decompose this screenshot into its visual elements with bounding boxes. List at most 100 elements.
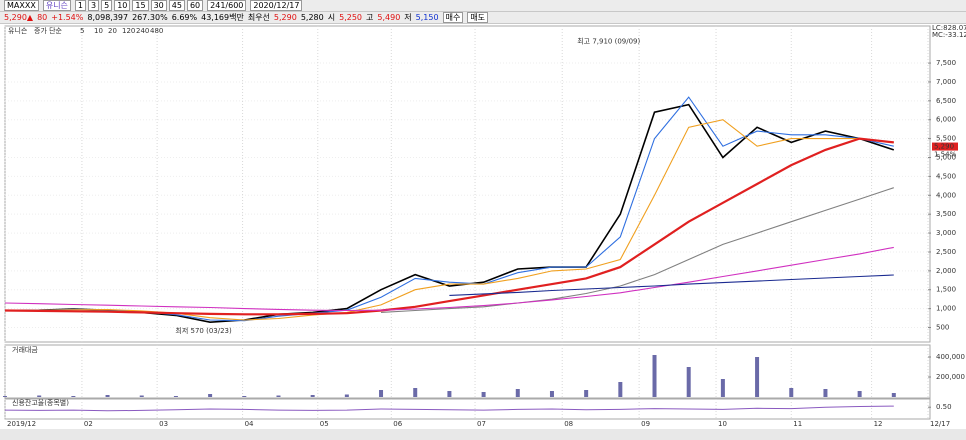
quote-field: 267.30% (132, 13, 168, 22)
period-button[interactable]: 30 (150, 0, 167, 11)
y-tick-label: 4,000 (936, 191, 956, 199)
legend-entry: 240 (136, 27, 149, 35)
period-button[interactable]: 60 (186, 0, 204, 11)
volume-bar (584, 390, 589, 397)
quote-field: 8,098,397 (87, 13, 129, 22)
quote-field: 5,490 (377, 13, 401, 22)
stock-code[interactable]: MAXXX (4, 0, 39, 11)
period-button[interactable]: 45 (168, 0, 185, 11)
volume-bar (447, 391, 452, 397)
quote-field: 6.69% (171, 13, 198, 22)
legend-entry: 120 (122, 27, 135, 35)
x-tick-label: 06 (393, 420, 402, 428)
volume-bar (823, 389, 828, 397)
y-tick-label: 200,000 (936, 373, 965, 381)
order-button[interactable]: 매도 (467, 12, 489, 23)
quote-field: 5,280 (300, 13, 324, 22)
y-tick-label: 3,000 (936, 229, 956, 237)
indicator: LC:828.07 (932, 24, 966, 32)
y-tick-label: 5,500 (936, 135, 956, 143)
credit-line (4, 405, 894, 412)
y-tick-label: 6,000 (936, 116, 956, 124)
volume-bar (755, 357, 760, 397)
period-button[interactable]: 10 (114, 0, 131, 11)
volume-bar (3, 396, 7, 397)
ma-line (4, 246, 894, 312)
x-tick-label: 2019/12 (7, 420, 36, 428)
last-price-box (932, 142, 958, 151)
x-tick-label: 05 (320, 420, 329, 428)
volume-bar (37, 395, 42, 397)
legend-entry: 10 (94, 27, 103, 35)
scrollbar[interactable] (0, 429, 966, 440)
x-tick-label: 09 (641, 420, 650, 428)
legend-title: 유니슨 (8, 26, 28, 35)
x-tick-label: 10 (718, 420, 727, 428)
volume-bar (242, 396, 247, 397)
annotation: 최고 7,910 (09/09) (577, 37, 640, 46)
data-count[interactable]: 241/600 (207, 0, 247, 11)
x-tick-label: 07 (477, 420, 486, 428)
quote-bar: 5,290▲ 80 +1.54% 8,098,397 267.30% 6.69% 43,16… (0, 12, 966, 24)
panel-title: 거래대금 (12, 345, 38, 354)
volume-bar (515, 389, 520, 397)
quote-field: 5,150 (415, 13, 439, 22)
volume-bar (208, 394, 213, 397)
y-tick-label: 1,500 (936, 286, 956, 294)
period-button[interactable]: 1 (74, 0, 87, 11)
quote-field: 저 (404, 13, 412, 22)
x-tick-label: 12/17 (930, 420, 950, 428)
volume-bar (857, 391, 862, 397)
volume-bar (413, 388, 418, 397)
volume-bar (789, 388, 794, 397)
volume-bar (105, 395, 110, 397)
ma-line (449, 274, 894, 296)
y-tick-label: 400,000 (936, 353, 965, 361)
volume-bar (652, 355, 657, 397)
volume-bar (686, 367, 691, 397)
quote-field: 시 (327, 13, 336, 22)
legend-label: 증가 단순 (34, 26, 63, 35)
volume-bar (891, 393, 896, 397)
legend-entry: 5 (80, 27, 84, 35)
y-tick-label: 5,000 (936, 154, 956, 162)
period-button[interactable]: 15 (132, 0, 149, 11)
x-tick-label: 12 (874, 420, 883, 428)
y-tick-label: 500 (936, 324, 949, 332)
legend-entry: 480 (150, 27, 163, 35)
period-button[interactable]: 5 (101, 0, 113, 11)
y-tick-label: 1,000 (936, 305, 956, 313)
quote-field: +1.54% (51, 13, 84, 22)
indicator: MC:-33.12 (932, 31, 966, 39)
panel-title: 신용잔고율(종목별) (12, 398, 69, 407)
ma-line (4, 137, 894, 316)
volume-bar (618, 382, 623, 397)
volume-bar (481, 392, 486, 397)
volume-bar (139, 395, 144, 397)
quote-field: 80 (37, 13, 48, 22)
y-tick-label: 0.50 (936, 403, 952, 411)
period-buttons: 1 3 5 10 15 30 45 60 (74, 0, 204, 11)
order-button[interactable]: 매수 (442, 12, 464, 23)
x-tick-label: 04 (245, 420, 254, 428)
quote-field: 고 (366, 13, 374, 22)
x-tick-label: 11 (793, 420, 802, 428)
date-field[interactable]: 2020/12/17 (250, 0, 303, 11)
quote-field: 5,250 (339, 13, 363, 22)
x-tick-label: 03 (159, 420, 168, 428)
legend-entry: 20 (108, 27, 117, 35)
stock-name[interactable]: 유니슨 (42, 0, 71, 11)
volume-bar (310, 395, 315, 397)
quote-field: 5,290▲ (4, 13, 34, 22)
y-tick-label: 3,500 (936, 210, 956, 218)
annotation: 최저 570 (03/23) (175, 326, 232, 335)
period-button[interactable]: 3 (88, 0, 100, 11)
y-tick-label: 2,500 (936, 248, 956, 256)
y-tick-label: 6,500 (936, 97, 956, 105)
quote-field: 43,169백만 (201, 13, 244, 22)
volume-bar (379, 390, 384, 397)
y-tick-label: 7,500 (936, 59, 956, 67)
volume-bar (720, 379, 725, 397)
volume-bar (344, 394, 349, 397)
